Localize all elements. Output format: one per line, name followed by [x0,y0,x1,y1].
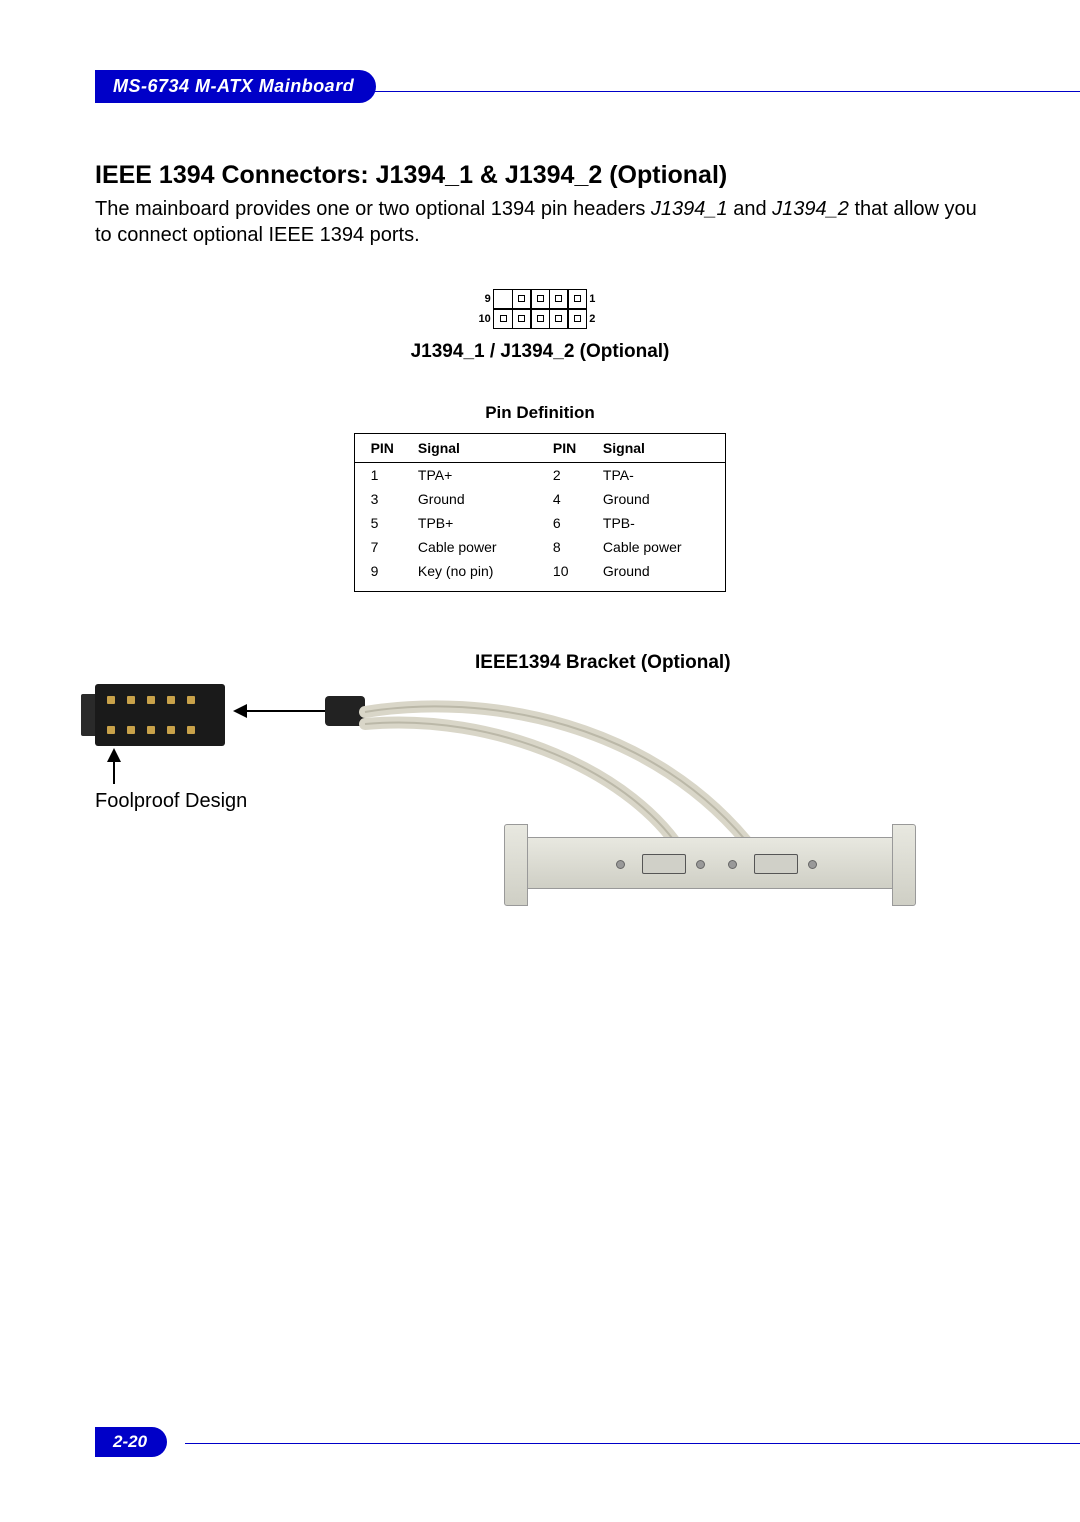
body-pre: The mainboard provides one or two option… [95,198,651,220]
page-number: 2-20 [113,1432,147,1451]
bracket-plate-icon [525,837,895,889]
bracket-label: IEEE1394 Bracket (Optional) [475,652,731,674]
pin-label-2: 2 [586,313,604,325]
table-row: 7 Cable power 8 Cable power [354,535,726,559]
pin-cell [512,309,532,329]
body-mid: and [728,198,772,220]
th-pin: PIN [541,433,591,462]
pin-label-9: 9 [476,293,494,305]
footer-rule [185,1443,1080,1444]
body-conn2: J1394_2 [772,198,849,220]
th-pin: PIN [354,433,406,462]
table-row: 9 Key (no pin) 10 Ground [354,559,726,592]
body-conn1: J1394_1 [651,198,728,220]
table-row: 3 Ground 4 Ground [354,487,726,511]
pin-label-10: 10 [476,313,494,325]
header-badge: MS-6734 M-ATX Mainboard [95,70,376,103]
section-body: The mainboard provides one or two option… [95,196,985,249]
pin-cell [530,309,550,329]
table-header-row: PIN Signal PIN Signal [354,433,726,462]
th-signal: Signal [591,433,726,462]
th-signal: Signal [406,433,541,462]
ieee1394-port-icon [754,854,798,874]
pin-cell [493,309,513,329]
page-footer: 2-20 [95,1427,1080,1457]
pin-table-title: Pin Definition [95,403,985,423]
arrow-left-icon [235,710,325,712]
pin-cell [567,309,587,329]
table-row: 5 TPB+ 6 TPB- [354,511,726,535]
ieee1394-port-icon [642,854,686,874]
bracket-illustration: IEEE1394 Bracket (Optional) Foolproof De… [95,652,985,912]
pin-header-diagram: 9 1 10 2 [95,289,985,329]
foolproof-label: Foolproof Design [95,790,247,813]
pin-cell [549,289,569,309]
arrow-up-icon [113,750,115,784]
header-rule [330,91,1080,92]
section-title: IEEE 1394 Connectors: J1394_1 & J1394_2 … [95,161,985,190]
pin-cell [512,289,532,309]
pin-cell [530,289,550,309]
pin-cell [567,289,587,309]
header-title: MS-6734 M-ATX Mainboard [113,76,354,96]
pin-cell [493,289,513,309]
pin-definition-table: PIN Signal PIN Signal 1 TPA+ 2 TPA- 3 Gr… [354,433,727,592]
pin-cell [549,309,569,329]
pin-diagram-caption: J1394_1 / J1394_2 (Optional) [95,341,985,363]
page-number-badge: 2-20 [95,1427,167,1457]
table-row: 1 TPA+ 2 TPA- [354,462,726,487]
pin-label-1: 1 [586,293,604,305]
connector-block-icon [95,684,225,746]
